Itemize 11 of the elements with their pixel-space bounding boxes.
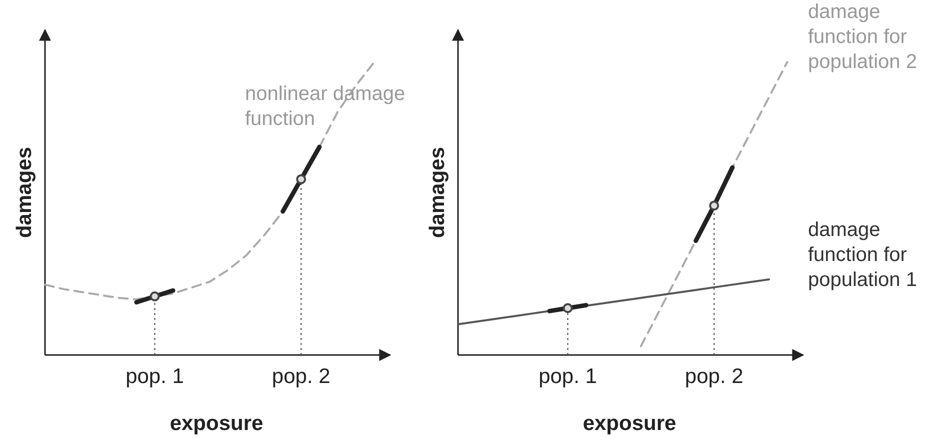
x-tick-label: pop. 1 — [126, 365, 184, 388]
x-tick-label: pop. 1 — [538, 365, 597, 388]
x-tick-label: pop. 2 — [684, 365, 744, 388]
annotation: nonlinear damage function — [245, 83, 406, 130]
y-axis-title: damages — [426, 146, 449, 238]
x-tick-label: pop. 2 — [272, 365, 330, 388]
y-axis-title: damages — [13, 146, 36, 238]
text: damage function for population 1 — [808, 219, 917, 291]
text: damage function for population 2 — [808, 1, 917, 73]
x-axis-title: exposure — [582, 412, 676, 435]
x-axis-title: exposure — [170, 412, 264, 435]
